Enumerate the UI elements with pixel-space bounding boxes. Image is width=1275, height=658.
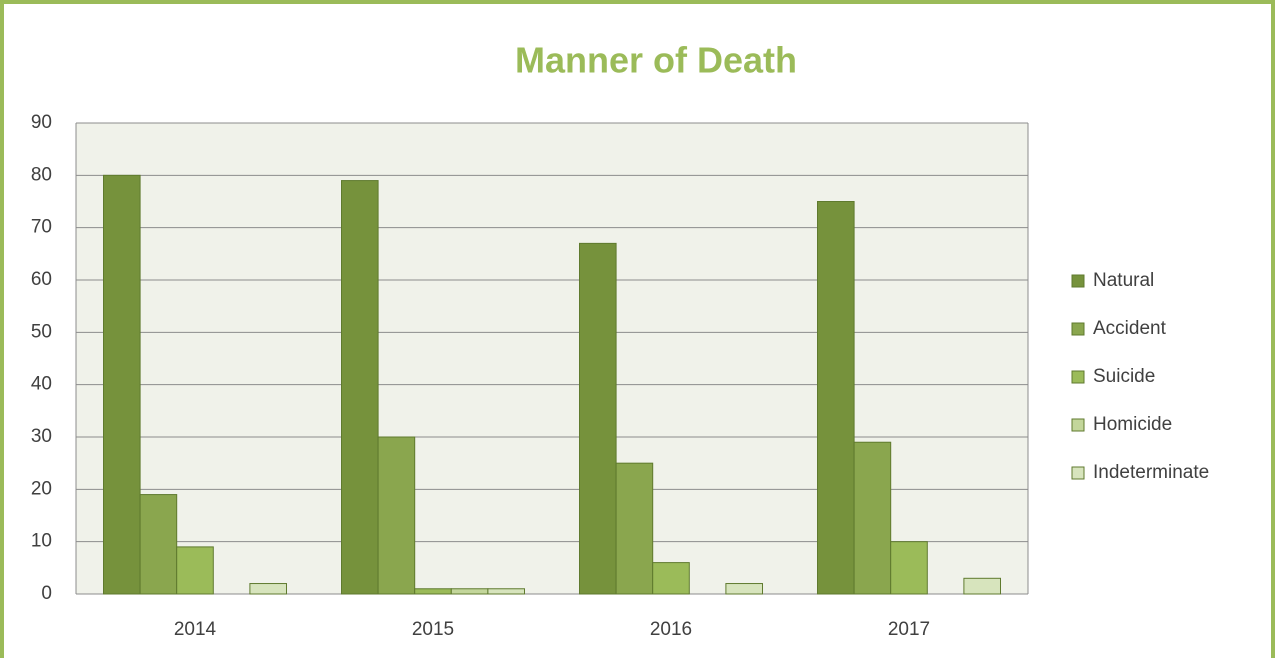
bar <box>725 583 764 595</box>
y-tick-label: 90 <box>31 112 52 133</box>
legend-swatch <box>1071 322 1085 336</box>
y-tick-label: 80 <box>31 164 52 185</box>
y-tick-label: 10 <box>31 531 52 552</box>
x-tick-label: 2017 <box>888 619 930 640</box>
x-tick-label: 2016 <box>650 619 692 640</box>
legend-swatch <box>1071 274 1085 288</box>
y-tick-label: 40 <box>31 374 52 395</box>
legend-label: Suicide <box>1093 366 1155 387</box>
y-tick-label: 20 <box>31 478 52 499</box>
bar <box>103 174 141 595</box>
legend-swatch <box>1071 466 1085 480</box>
bar <box>414 588 452 595</box>
bar <box>341 180 379 595</box>
legend-label: Homicide <box>1093 414 1172 435</box>
bar <box>139 494 178 595</box>
legend-swatch <box>1071 418 1085 432</box>
bar <box>579 242 617 595</box>
bar <box>652 562 690 595</box>
bar <box>615 462 654 595</box>
y-tick-label: 60 <box>31 269 52 290</box>
bar <box>450 588 489 595</box>
bar <box>817 201 855 595</box>
y-tick-label: 50 <box>31 321 52 342</box>
bar <box>377 436 416 595</box>
bar <box>487 588 525 595</box>
legend-label: Accident <box>1093 318 1167 339</box>
bar <box>249 583 287 595</box>
y-tick-label: 0 <box>41 583 52 604</box>
chart-title: Manner of Death <box>515 40 797 81</box>
legend-label: Natural <box>1093 270 1154 291</box>
y-tick-label: 70 <box>31 217 52 238</box>
y-tick-label: 30 <box>31 426 52 447</box>
bar <box>176 546 214 595</box>
x-tick-label: 2014 <box>174 619 217 640</box>
bar <box>853 441 892 595</box>
bar <box>963 577 1002 595</box>
legend-swatch <box>1071 370 1085 384</box>
bar <box>890 541 928 595</box>
x-tick-label: 2015 <box>412 619 454 640</box>
legend-label: Indeterminate <box>1093 462 1209 483</box>
